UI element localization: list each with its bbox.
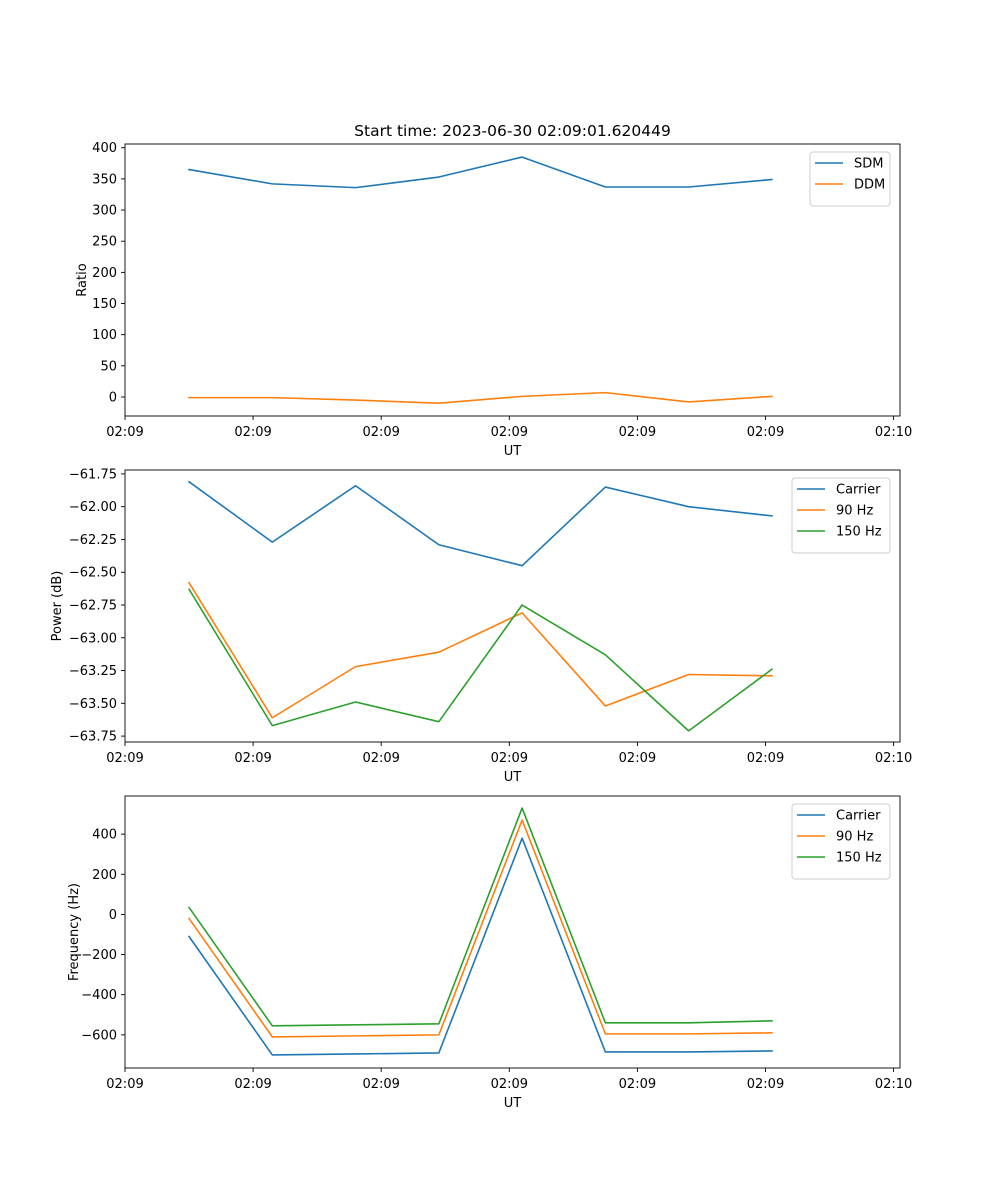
y-tick-label: 150 (92, 297, 117, 312)
y-tick-label: 50 (100, 359, 117, 374)
legend-box (809, 151, 891, 207)
x-tick-label: 02:09 (747, 425, 784, 440)
series-line-carrier (187, 480, 773, 567)
y-tick-label: −62.25 (69, 533, 117, 548)
x-tick-label: 02:09 (362, 751, 399, 766)
x-tick-label: 02:09 (747, 751, 784, 766)
y-tick-label: −600 (81, 1028, 117, 1043)
legend-box (791, 803, 891, 880)
legend-entry: SDM (854, 157, 883, 172)
y-tick-label: −63.25 (69, 664, 117, 679)
x-tick-label: 02:09 (106, 425, 143, 440)
y-tick-label: 400 (92, 141, 117, 156)
y-tick-label: −61.75 (69, 467, 117, 482)
x-axis-label: UT (504, 770, 522, 785)
series-line-ddm (188, 391, 773, 405)
x-tick-label: 02:09 (619, 425, 656, 440)
legend-entry: DDM (854, 178, 885, 193)
x-tick-label: 02:09 (234, 751, 271, 766)
x-axis-label: UT (504, 444, 522, 459)
y-tick-label: −62.75 (69, 599, 117, 614)
series-line-90-hz (187, 819, 773, 1038)
legend-box (791, 477, 891, 554)
x-tick-label: 02:10 (875, 1077, 912, 1092)
y-tick-label: 200 (92, 868, 117, 883)
series-line-150-hz (187, 588, 774, 732)
x-tick-label: 02:09 (234, 425, 271, 440)
legend-entry: 90 Hz (836, 504, 873, 519)
y-tick-label: 0 (109, 390, 117, 405)
legend-entry: Carrier (836, 809, 881, 824)
x-tick-label: 02:09 (747, 1077, 784, 1092)
y-tick-label: 100 (92, 328, 117, 343)
legend-entry: Carrier (836, 483, 881, 498)
x-tick-label: 02:09 (106, 751, 143, 766)
x-tick-label: 02:09 (362, 425, 399, 440)
y-tick-label: 300 (92, 204, 117, 219)
x-tick-label: 02:10 (875, 425, 912, 440)
axes-frame (124, 795, 901, 1069)
axes-frame (124, 469, 901, 743)
axes-frame (124, 143, 901, 417)
y-tick-label: 250 (92, 235, 117, 250)
x-tick-label: 02:10 (875, 751, 912, 766)
y-tick-label: 350 (92, 172, 117, 187)
x-tick-label: 02:09 (491, 751, 528, 766)
power-panel: 02:09 02:09 02:09 02:09 02:09 02:09 02:10 −61.7… (50, 467, 912, 785)
x-tick-label: 02:09 (362, 1077, 399, 1092)
chart-title: Start time: 2023-06-30 02:09:01.620449 (354, 122, 671, 140)
x-tick-label: 02:09 (491, 1077, 528, 1092)
y-axis-label: Power (dB) (50, 571, 65, 642)
y-tick-label: −62.00 (69, 500, 117, 515)
x-tick-label: 02:09 (491, 425, 528, 440)
y-tick-label: −400 (81, 988, 117, 1003)
x-tick-label: 02:09 (619, 1077, 656, 1092)
x-tick-label: 02:09 (619, 751, 656, 766)
legend-entry: 150 Hz (836, 851, 882, 866)
y-tick-label: −63.75 (69, 730, 117, 745)
series-line-150-hz (187, 807, 773, 1027)
y-tick-label: −63.00 (69, 631, 117, 646)
frequency-panel: 02:09 02:09 02:09 02:09 02:09 02:09 02:10 400 20… (67, 795, 912, 1111)
x-axis-label: UT (504, 1096, 522, 1111)
legend-entry: 150 Hz (836, 525, 882, 540)
x-tick-label: 02:09 (234, 1077, 271, 1092)
legend-entry: 90 Hz (836, 830, 873, 845)
ratio-panel: 02:09 02:09 02:09 02:09 02:09 02:09 02:10 0 50 10… (75, 141, 912, 459)
series-line-carrier (187, 837, 773, 1056)
y-tick-label: −63.50 (69, 697, 117, 712)
series-line-90-hz (187, 581, 773, 719)
y-tick-label: −62.50 (69, 566, 117, 581)
y-axis-label: Frequency (Hz) (67, 883, 82, 981)
y-tick-label: 0 (109, 908, 117, 923)
series-line-sdm (188, 156, 773, 189)
y-tick-label: 400 (92, 828, 117, 843)
y-tick-label: −200 (81, 948, 117, 963)
x-tick-label: 02:09 (106, 1077, 143, 1092)
y-axis-label: Ratio (75, 263, 90, 296)
y-tick-label: 200 (92, 266, 117, 281)
